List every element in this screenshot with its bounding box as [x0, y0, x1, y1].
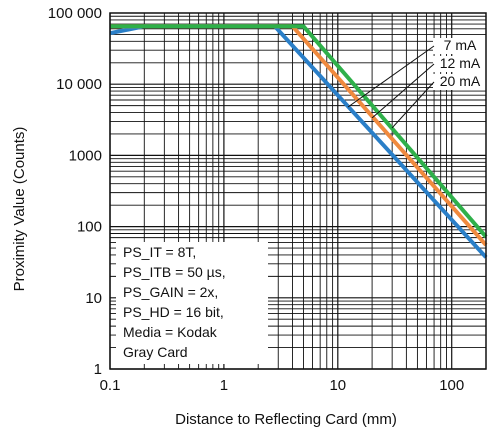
- legend-leader-line: [391, 81, 435, 129]
- plot-frame: [109, 12, 487, 370]
- legend-label-background: [433, 56, 487, 72]
- annotation-line: Gray Card: [123, 344, 188, 360]
- annotation-line: Media = Kodak: [123, 324, 218, 340]
- legend-label-background: [433, 38, 487, 54]
- y-tick-label: 100 000: [48, 5, 102, 22]
- y-tick-label: 1000: [69, 147, 102, 164]
- legend-leader-line: [347, 45, 435, 108]
- legend-label-background: [433, 74, 487, 90]
- annotation-line: PS_HD = 16 bit,: [123, 304, 224, 320]
- annotation-line: PS_GAIN = 2x,: [123, 284, 218, 300]
- series-lines: [109, 24, 488, 259]
- grid-lines: [109, 13, 487, 370]
- legend-label: 12 mA: [440, 55, 481, 71]
- annotation-line: PS_IT = 8T,: [123, 244, 196, 260]
- annotation-background: [116, 242, 268, 364]
- y-tick-label: 1: [94, 361, 102, 378]
- y-tick-label: 10 000: [56, 76, 102, 93]
- x-tick-label: 10: [329, 377, 346, 394]
- legend: 7 mA 12 mA 20 mA: [347, 37, 487, 129]
- series-line-3: [110, 24, 488, 239]
- series-line-1: [109, 24, 488, 259]
- x-tick-label: 100: [439, 377, 464, 394]
- y-tick-label: 100: [77, 219, 102, 236]
- legend-leader-line: [371, 63, 435, 119]
- y-axis-title: Proximity Value (Counts): [11, 127, 28, 292]
- series-line-2: [110, 24, 488, 247]
- annotation-line: PS_ITB = 50 µs,: [123, 264, 226, 280]
- x-axis-title: Distance to Reflecting Card (mm): [175, 411, 397, 428]
- legend-label: 7 mA: [444, 37, 477, 53]
- x-tick-label: 1: [220, 377, 228, 394]
- settings-annotation: PS_IT = 8T, PS_ITB = 50 µs, PS_GAIN = 2x, P…: [116, 242, 268, 364]
- legend-label: 20 mA: [440, 73, 481, 89]
- x-tick-label: 0.1: [100, 377, 121, 394]
- y-tick-label: 10: [85, 290, 102, 307]
